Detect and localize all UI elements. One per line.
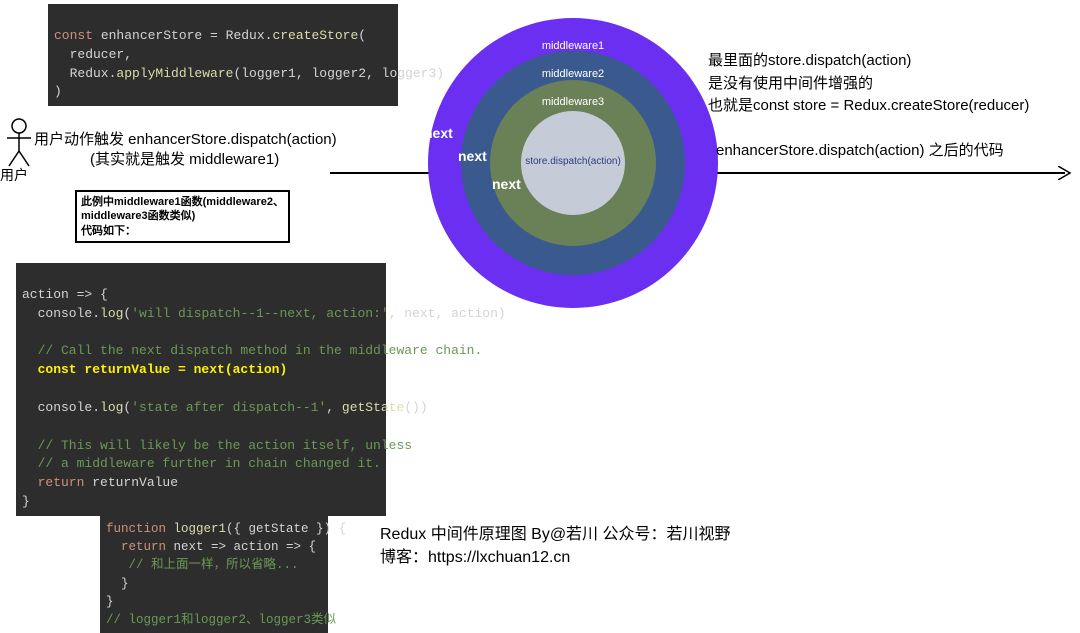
label-store-dispatch: store.dispatch(action) [503,156,643,167]
credit-line-1: Redux 中间件原理图 By@若川 公众号：若川视野 [380,523,731,546]
code-block-action: action => { console.log('will dispatch--… [16,263,386,516]
code-token: createStore [272,28,358,43]
code-highlight: const returnValue = next(action) [22,362,287,377]
user-action-text-1: 用户动作触发 enhancerStore.dispatch(action) [34,128,337,149]
code-token: 'state after dispatch--1' [131,400,326,415]
right-line-3: 也就是const store = Redux.createStore(reduc… [708,95,1029,118]
label-middleware2: middleware2 [513,68,633,80]
credit-text: Redux 中间件原理图 By@若川 公众号：若川视野 博客：https://l… [380,523,731,569]
code-block-createstore: const enhancerStore = Redux.createStore(… [48,4,398,106]
code-line: reducer, [54,47,132,62]
next-label-3: next [492,176,521,192]
note-line-2: middleware3函数类似) [81,209,284,223]
code-token: Redux. [54,66,116,81]
code-comment: // logger1和logger2、logger3类似 [106,613,336,627]
code-token: log [100,400,123,415]
code-token: console. [22,306,100,321]
code-token: enhancerStore = Redux. [93,28,272,43]
code-line: } [22,494,30,509]
code-token: , [326,400,342,415]
right-line-1: 最里面的store.dispatch(action) [708,50,1029,73]
note-line-3: 代码如下： [81,224,284,238]
next-label-1: next [424,125,453,141]
code-token [166,522,174,536]
code-token: ({ getState }) { [226,522,346,536]
code-comment: // a middleware further in chain changed… [22,456,381,471]
middleware-circles: middleware1 middleware2 middleware3 stor… [428,18,718,308]
code-token: 'will dispatch--1--next, action:' [131,306,388,321]
note-box: 此例中middleware1函数(middleware2、 middleware… [75,190,290,243]
code-token: applyMiddleware [116,66,233,81]
right-explanation-block: 最里面的store.dispatch(action) 是没有使用中间件增强的 也… [708,50,1029,118]
label-middleware3: middleware3 [513,96,633,108]
right-line-2: 是没有使用中间件增强的 [708,73,1029,96]
code-line: } [106,577,129,591]
credit-line-2: 博客：https://lxchuan12.cn [380,546,731,569]
note-line-1: 此例中middleware1函数(middleware2、 [81,195,284,209]
code-token: (logger1, logger2, logger3) [233,66,444,81]
code-token: console. [22,400,100,415]
user-label: 用户 [0,165,28,185]
right-after-text: enhancerStore.dispatch(action) 之后的代码 [716,140,1004,163]
user-action-text-2: (其实就是触发 middleware1) [90,148,279,169]
code-line: } [106,595,114,609]
code-token: log [100,306,123,321]
code-token: returnValue [84,475,178,490]
code-token: const [54,28,93,43]
code-block-logger: function logger1({ getState }) { return … [100,498,328,633]
code-token: , next, action) [389,306,506,321]
code-token: getState [342,400,404,415]
arrow-head-icon [1058,166,1074,180]
user-stick-figure-icon [5,118,33,168]
code-token: logger1 [174,522,227,536]
code-token: return [22,475,84,490]
code-comment: // 和上面一样，所以省略... [106,558,299,572]
code-line: ) [54,84,62,99]
code-token: function [106,522,166,536]
next-label-2: next [458,148,487,164]
code-token: ( [358,28,366,43]
code-token: action [22,287,69,302]
code-token: next => action => { [166,540,316,554]
label-middleware1: middleware1 [513,40,633,52]
code-comment: // Call the next dispatch method in the … [22,343,482,358]
code-comment: // This will likely be the action itself… [22,438,412,453]
code-token: return [106,540,166,554]
code-token: ()) [404,400,427,415]
code-token: => { [69,287,108,302]
